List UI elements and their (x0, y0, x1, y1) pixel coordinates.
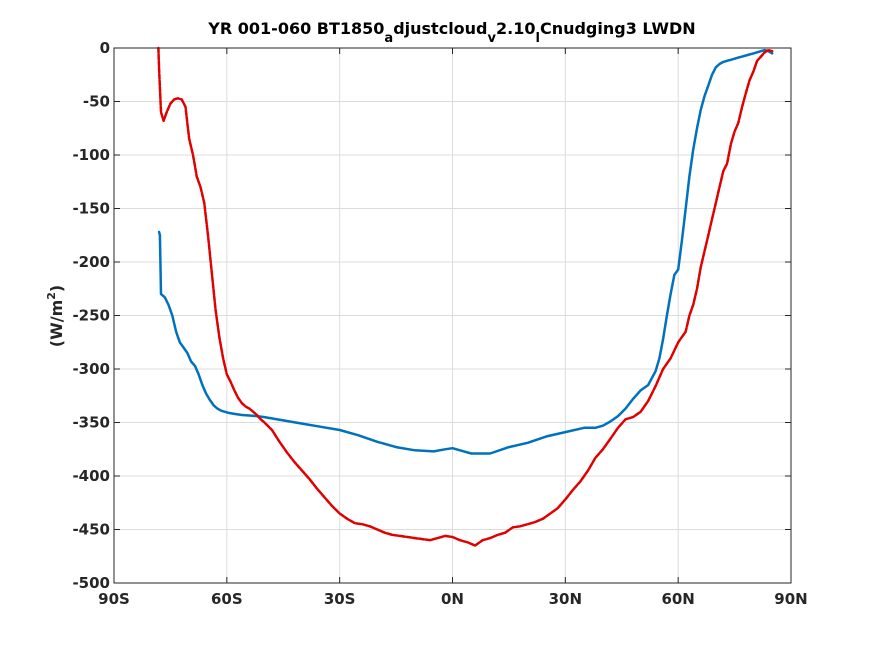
y-tick-label: -300 (72, 360, 110, 378)
x-axis-ticks: 90S 60S 30S 0N 30N 60N 90N (98, 48, 808, 608)
data-series (157, 46, 774, 547)
y-tick-label: -450 (72, 521, 110, 539)
y-tick-label: -250 (72, 307, 110, 325)
x-tick-label: 90N (774, 590, 807, 608)
y-tick-label: -200 (72, 253, 110, 271)
y-tick-label: -100 (72, 146, 110, 164)
y-tick-label: -150 (72, 200, 110, 218)
x-tick-label: 90S (98, 590, 130, 608)
chart-title: YR 001-060 BT1850adjustcloudv2.10lCnudgi… (207, 19, 695, 46)
y-axis-ticks: 0 -50 -100 -150 -200 -250 -300 -350 -400 -450 -500 (72, 39, 791, 592)
y-tick-label: -500 (72, 574, 110, 592)
x-tick-label: 30N (549, 590, 582, 608)
x-tick-label: 0N (441, 590, 464, 608)
y-tick-label: -400 (72, 467, 110, 485)
y-axis-label: (W/m2) (45, 285, 66, 347)
x-tick-label: 60N (661, 590, 694, 608)
y-tick-label: -50 (83, 93, 110, 111)
y-tick-label: 0 (100, 39, 110, 57)
series-line-1 (157, 48, 774, 455)
series-line-2 (157, 46, 774, 547)
x-tick-label: 30S (324, 590, 356, 608)
y-tick-label: -350 (72, 414, 110, 432)
x-tick-label: 60S (211, 590, 243, 608)
